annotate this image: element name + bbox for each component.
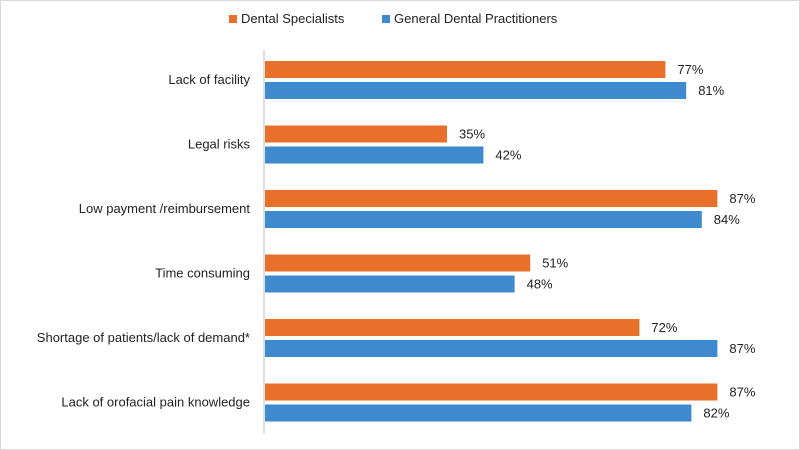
bar-gdp (265, 82, 687, 99)
bars-group (265, 61, 718, 422)
bar-specialists (265, 254, 531, 272)
bar-specialists (265, 125, 447, 143)
data-label: 48% (527, 277, 553, 292)
category-label: Time consuming (155, 266, 250, 281)
bar-specialists (265, 319, 640, 336)
data-label: 87% (729, 341, 755, 356)
data-label: 81% (698, 83, 724, 98)
category-label: Shortage of patients/lack of demand* (37, 330, 250, 345)
bar-specialists (265, 61, 666, 78)
category-label: Low payment /reimbursement (79, 201, 251, 216)
data-labels: 77%81%35%42%87%84%51%48%72%87%87%82% (459, 62, 756, 421)
data-label: 84% (714, 212, 740, 227)
category-label: Legal risks (188, 137, 251, 152)
data-label: 87% (729, 385, 755, 400)
bar-specialists (265, 383, 718, 401)
bar-specialists (265, 190, 718, 207)
data-label: 42% (495, 148, 521, 163)
bar-gdp (265, 146, 484, 164)
data-label: 72% (651, 320, 677, 335)
legend: Dental Specialists General Dental Practit… (229, 11, 558, 26)
category-label: Lack of facility (168, 72, 250, 87)
bar-gdp (265, 275, 515, 293)
category-label: Lack of orofacial pain knowledge (61, 395, 250, 410)
bar-gdp (265, 340, 718, 357)
data-label: 77% (677, 62, 703, 77)
bar-gdp (265, 211, 702, 228)
data-label: 35% (459, 127, 485, 142)
legend-swatch-1 (382, 15, 390, 23)
category-labels: Lack of facility Legal risks Low payment /… (37, 72, 251, 410)
data-label: 82% (703, 406, 729, 421)
data-label: 87% (729, 191, 755, 206)
data-label: 51% (542, 256, 568, 271)
legend-label-0: Dental Specialists (241, 11, 345, 26)
legend-label-1: General Dental Practitioners (394, 11, 558, 26)
bar-gdp (265, 404, 692, 422)
legend-swatch-0 (229, 15, 237, 23)
